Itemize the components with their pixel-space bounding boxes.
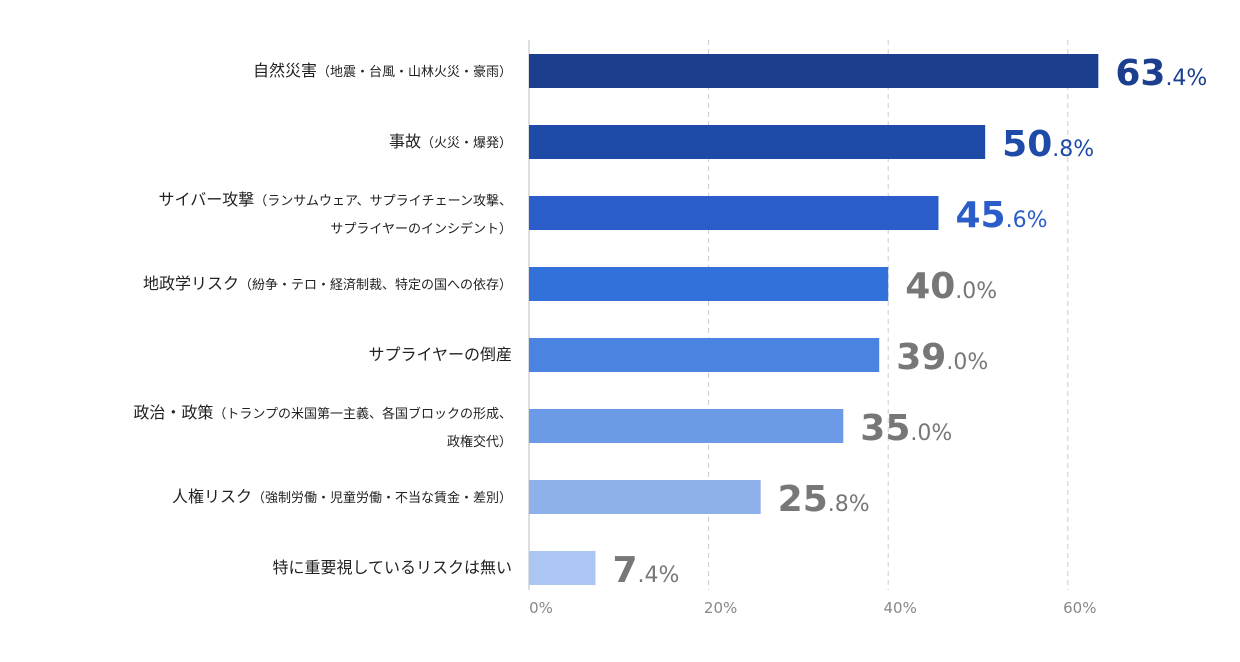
category-label-sub: サプライヤーのインシデント） (330, 222, 512, 237)
data-label: 35.0% (860, 408, 952, 449)
category-label-sub: （紛争・テロ・経済制裁、特定の国への依存） (238, 278, 512, 293)
data-label-decimal: .6% (1006, 208, 1048, 233)
data-label: 40.0% (905, 266, 997, 307)
category-label: 自然災害（地震・台風・山林火災・豪雨） (253, 58, 512, 86)
category-label-sub: 政権交代） (446, 435, 512, 450)
bar (529, 338, 880, 372)
x-tick-label: 20% (704, 599, 737, 617)
data-label: 63.4% (1115, 53, 1207, 94)
category-label-sub: （ランサムウェア、サプライチェーン攻撃、 (254, 194, 512, 209)
x-tick-label: 40% (884, 599, 917, 617)
data-label-decimal: .0% (955, 279, 997, 304)
data-label-integer: 45 (955, 195, 1005, 236)
bar (529, 54, 1099, 88)
data-label-integer: 40 (905, 266, 955, 307)
data-label-integer: 39 (896, 337, 946, 378)
category-label-main: サイバー攻撃 (158, 190, 255, 209)
category-label-main: サプライヤーの倒産 (368, 345, 512, 364)
bar (529, 480, 761, 514)
category-label-sub: （火災・爆発） (420, 136, 512, 151)
data-label-integer: 63 (1115, 53, 1165, 94)
category-label-main: 政治・政策 (133, 403, 214, 422)
data-label-decimal: .4% (1165, 66, 1207, 91)
data-label: 45.6% (955, 195, 1047, 236)
category-label: 地政学リスク（紛争・テロ・経済制裁、特定の国への依存） (143, 271, 512, 299)
bar (529, 196, 939, 230)
data-label-integer: 7 (612, 550, 637, 591)
category-label-sub: （強制労働・児童労働・不当な賃金・差別） (251, 491, 512, 506)
data-label: 50.8% (1002, 124, 1094, 165)
category-label: 人権リスク（強制労働・児童労働・不当な賃金・差別） (172, 484, 512, 512)
category-label: 特に重要視しているリスクは無い (272, 555, 512, 581)
category-label: 事故（火災・爆発） (389, 129, 512, 157)
data-label: 7.4% (612, 550, 679, 591)
x-tick-label: 60% (1063, 599, 1096, 617)
data-label-decimal: .4% (638, 563, 680, 588)
bar (529, 551, 596, 585)
data-label-integer: 35 (860, 408, 910, 449)
data-label-decimal: .8% (828, 492, 870, 517)
data-label-decimal: .0% (946, 350, 988, 375)
category-label-main: 地政学リスク (142, 274, 239, 293)
category-label: 政治・政策（トランプの米国第一主義、各国ブロックの形成、政権交代） (133, 400, 512, 456)
category-label-main: 事故 (388, 132, 421, 151)
bar (529, 409, 844, 443)
data-label: 25.8% (778, 479, 870, 520)
category-label: サプライヤーの倒産 (368, 342, 512, 368)
data-label-decimal: .0% (910, 421, 952, 446)
category-label-main: 自然災害 (252, 61, 317, 80)
data-label: 39.0% (896, 337, 988, 378)
x-tick-label: 0% (529, 599, 553, 617)
bar (529, 125, 986, 159)
data-label-decimal: .8% (1052, 137, 1094, 162)
bar (529, 267, 889, 301)
data-label-integer: 25 (778, 479, 828, 520)
category-label-sub: （地震・台風・山林火災・豪雨） (316, 65, 512, 80)
category-label-main: 人権リスク (171, 487, 252, 506)
category-label-sub: （トランプの米国第一主義、各国ブロックの形成、 (213, 407, 512, 422)
data-label-integer: 50 (1002, 124, 1052, 165)
category-label-main: 特に重要視しているリスクは無い (272, 558, 512, 577)
category-label: サイバー攻撃（ランサムウェア、サプライチェーン攻撃、サプライヤーのインシデント） (159, 187, 512, 243)
